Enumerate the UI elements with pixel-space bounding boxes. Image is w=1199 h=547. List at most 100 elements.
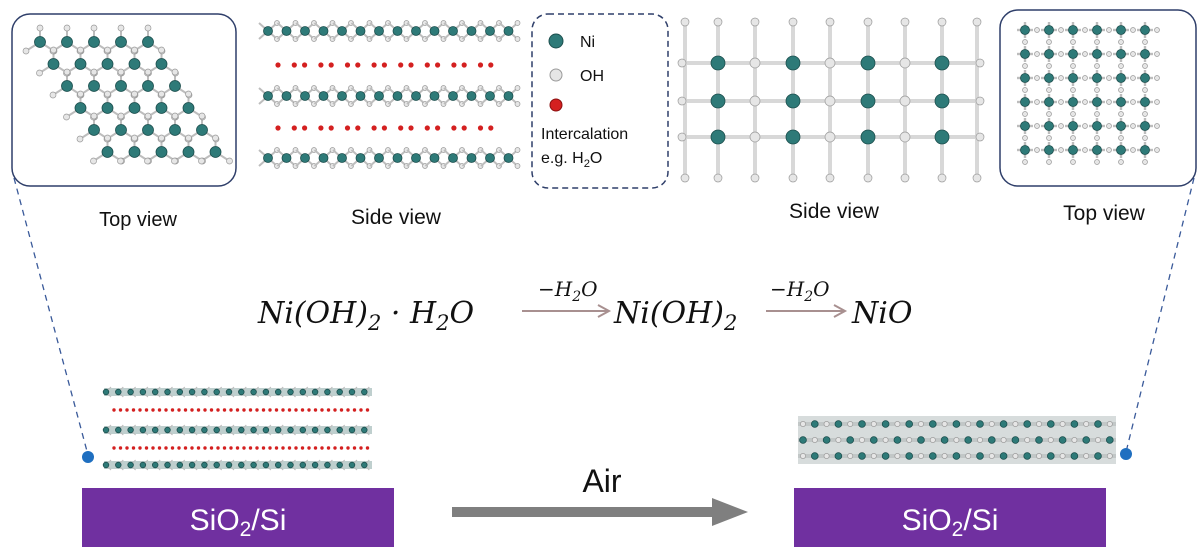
ni-atom [1045, 26, 1054, 35]
water-molecule [340, 408, 343, 411]
oh-atom [1047, 136, 1052, 141]
oh-atom [1071, 64, 1076, 69]
ni-atom [337, 389, 343, 395]
oh-atom [750, 58, 760, 68]
ni-atom [375, 154, 384, 163]
ni-atom [103, 427, 109, 433]
ni-atom [183, 103, 194, 114]
water-molecule [197, 408, 200, 411]
oh-atom [1083, 52, 1088, 57]
air-label: Air [582, 463, 621, 499]
ni-atom [929, 421, 936, 428]
oh-atom [78, 91, 84, 97]
water-molecule [171, 446, 174, 449]
oh-atom [515, 21, 520, 26]
ni-atom [467, 92, 476, 101]
oh-atom [678, 59, 686, 67]
ni-atom [264, 154, 273, 163]
oh-atom [1071, 136, 1076, 141]
oh-atom [918, 421, 923, 426]
oh-atom [515, 37, 520, 42]
water-molecule [398, 125, 403, 130]
oh-atom [105, 135, 111, 141]
oh-atom [1023, 64, 1028, 69]
ni-atom [1012, 437, 1019, 444]
ni-atom [894, 437, 901, 444]
ni-atom [835, 453, 842, 460]
water-molecule [151, 446, 154, 449]
oh-atom [1083, 28, 1088, 33]
water-molecule [488, 125, 493, 130]
water-molecule [425, 62, 430, 67]
water-molecule [346, 446, 349, 449]
water-molecule [372, 62, 377, 67]
ni-atom [430, 92, 439, 101]
ni-atom [35, 37, 46, 48]
water-molecule [281, 408, 284, 411]
ni-atom [1117, 98, 1126, 107]
oh-atom [1155, 76, 1160, 81]
oh-atom [1071, 88, 1076, 93]
ni-atom [449, 27, 458, 36]
ni-atom [102, 147, 113, 158]
oh-atom [1143, 160, 1148, 165]
water-molecule [292, 125, 297, 130]
oh-atom [1095, 160, 1100, 165]
oh-atom [1047, 112, 1052, 117]
oh-atom [1001, 437, 1006, 442]
ni-atom [143, 125, 154, 136]
oh-atom [901, 18, 909, 26]
ni-atom [300, 389, 306, 395]
ni-atom [486, 92, 495, 101]
oh-atom [800, 421, 805, 426]
ni-atom [1069, 146, 1078, 155]
ni-atom [239, 427, 245, 433]
water-molecule [346, 408, 349, 411]
water-molecule [216, 446, 219, 449]
reaction-equation: Ni(OH)2 · H2O −H2O Ni(OH)2 −H2O NiO [257, 277, 912, 335]
water-molecule [327, 446, 330, 449]
ni-atom [800, 437, 807, 444]
water-molecule [353, 446, 356, 449]
oh-atom [1035, 76, 1040, 81]
oh-atom [824, 421, 829, 426]
oh-atom [751, 174, 759, 182]
oh-atom [836, 437, 841, 442]
ni-atom [264, 92, 273, 101]
water-molecule [318, 62, 323, 67]
water-molecule [301, 446, 304, 449]
oh-atom [900, 96, 910, 106]
ni-atom [988, 437, 995, 444]
water-molecule [164, 446, 167, 449]
oh-atom [1107, 76, 1112, 81]
legend-intercalation: Intercalation [541, 126, 628, 143]
oh-atom [1155, 28, 1160, 33]
ni-atom [953, 453, 960, 460]
ni-atom [1021, 26, 1030, 35]
ni-atom [325, 389, 331, 395]
water-molecule [355, 125, 360, 130]
ni-atom [301, 154, 310, 163]
ni-atom [116, 81, 127, 92]
oh-atom [1095, 88, 1100, 93]
ni-atom [449, 154, 458, 163]
ni-atom [835, 421, 842, 428]
water-molecule [164, 408, 167, 411]
label-side-view-right: Side view [789, 200, 880, 223]
oh-atom [91, 69, 97, 75]
oh-atom [1047, 88, 1052, 93]
ni-atom [183, 147, 194, 158]
oh-atom [1155, 124, 1160, 129]
oh-atom [976, 133, 984, 141]
ni-atom [102, 103, 113, 114]
ni-atom [288, 462, 294, 468]
ni-atom [861, 94, 875, 108]
oh-atom [118, 69, 124, 75]
oh-atom [515, 148, 520, 153]
water-molecule [366, 408, 369, 411]
oh-atom [977, 437, 982, 442]
oh-atom [789, 18, 797, 26]
ni-atom [312, 389, 318, 395]
oh-atom [1095, 112, 1100, 117]
legend-oh: OH [580, 68, 604, 85]
